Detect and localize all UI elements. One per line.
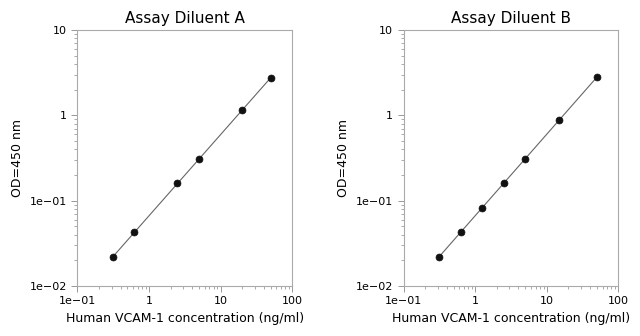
X-axis label: Human VCAM-1 concentration (ng/ml): Human VCAM-1 concentration (ng/ml) [66,312,304,325]
Y-axis label: OD=450 nm: OD=450 nm [337,119,350,197]
Title: Assay Diluent B: Assay Diluent B [451,11,571,26]
Y-axis label: OD=450 nm: OD=450 nm [11,119,24,197]
Title: Assay Diluent A: Assay Diluent A [125,11,244,26]
X-axis label: Human VCAM-1 concentration (ng/ml): Human VCAM-1 concentration (ng/ml) [392,312,630,325]
